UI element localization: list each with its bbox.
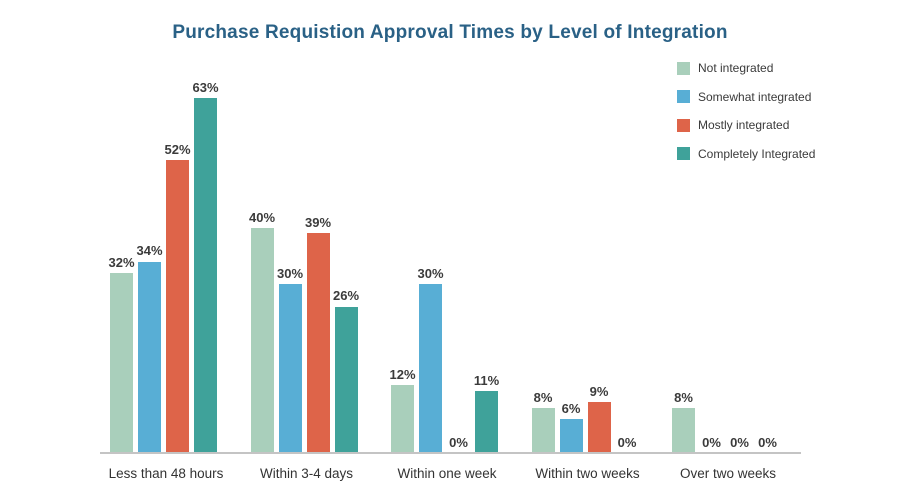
bar-group: 8% 6% 9% 0% Within two weeks [531, 384, 644, 481]
bar-value-label: 6% [561, 400, 581, 416]
category-label: Within two weeks [535, 466, 640, 481]
legend-item-mostly-integrated: Mostly integrated [677, 118, 815, 132]
bar-value-label: 9% [589, 384, 609, 400]
bar-column: 40% [248, 209, 276, 453]
bar [531, 407, 555, 453]
bar-value-label: 0% [702, 434, 721, 450]
bar-column: 52% [164, 141, 191, 453]
bar [194, 98, 217, 453]
bar [166, 160, 189, 453]
bar-column: 30% [417, 265, 444, 453]
bar [334, 306, 358, 453]
bar-column: 0% [700, 434, 723, 453]
bar-column: 11% [473, 372, 500, 453]
bar-column: 8% [531, 389, 555, 453]
bar [587, 402, 611, 453]
bar-value-label: 0% [730, 434, 749, 450]
bar-value-label: 8% [674, 389, 693, 405]
bar-column: 26% [332, 288, 360, 453]
bar-column: 63% [192, 80, 219, 453]
bar [419, 284, 442, 453]
bar-value-label: 11% [473, 372, 500, 388]
bar-group: 12% 30% 0% 11% Within one week [389, 265, 503, 481]
bar-value-label: 40% [248, 209, 276, 225]
legend-label: Not integrated [698, 61, 774, 75]
bar [391, 385, 414, 453]
legend-swatch-mostly-integrated [677, 118, 690, 132]
bar-value-label: 0% [758, 434, 777, 450]
legend-swatch-completely-integrated [677, 147, 690, 160]
legend-label: Mostly integrated [698, 118, 790, 132]
bar-column: 8% [672, 389, 695, 453]
bar-column: 39% [304, 215, 332, 453]
bar [559, 419, 583, 453]
legend-item-somewhat-integrated: Somewhat integrated [677, 90, 815, 104]
bar-value-label: 12% [389, 367, 416, 383]
bar-column: 0% [728, 434, 751, 453]
bar-column: 0% [447, 434, 470, 453]
bar [250, 227, 274, 453]
bar-value-label: 52% [164, 141, 191, 157]
legend-swatch-not-integrated [677, 61, 690, 75]
bar-value-label: 0% [449, 434, 468, 450]
bar [110, 272, 133, 453]
bar [138, 261, 161, 453]
legend: Not integrated Somewhat integrated Mostl… [677, 61, 815, 175]
bar [475, 391, 498, 453]
bar-value-label: 0% [617, 434, 637, 450]
legend-label: Completely Integrated [698, 146, 816, 161]
bar-column: 34% [136, 243, 163, 453]
bar-value-label: 32% [108, 254, 135, 270]
bar [306, 233, 330, 453]
legend-swatch-somewhat-integrated [677, 90, 690, 103]
plot-area: 32% 34% 52% 63% Less than 48 hours 40% 30% 39% 2… [100, 73, 801, 481]
bar-group: 32% 34% 52% 63% Less than 48 hours [108, 80, 223, 481]
bar-group: 8% 0% 0% 0% Over two weeks [672, 389, 784, 481]
bar-value-label: 30% [276, 265, 304, 281]
bar-value-label: 30% [417, 265, 444, 281]
bar-column: 9% [587, 384, 611, 453]
category-label: Within 3-4 days [259, 466, 354, 481]
bar-value-label: 63% [192, 80, 219, 96]
bar-column: 12% [389, 367, 416, 453]
legend-label: Somewhat integrated [698, 89, 812, 104]
bar-group: 40% 30% 39% 26% Within 3-4 days [248, 209, 363, 481]
x-axis-line [100, 452, 801, 454]
bar-column: 6% [559, 400, 583, 453]
bar-value-label: 8% [533, 389, 553, 405]
category-label: Over two weeks [679, 466, 777, 481]
bar-value-label: 39% [304, 215, 332, 231]
legend-item-completely-integrated: Completely Integrated [677, 147, 815, 161]
bar-value-label: 34% [136, 243, 163, 259]
bar-column: 30% [276, 265, 304, 453]
chart-title: Purchase Requistion Approval Times by Le… [172, 22, 728, 43]
bar-column: 32% [108, 254, 135, 453]
bar [672, 407, 695, 453]
bar-column: 0% [756, 434, 779, 453]
bar-value-label: 26% [332, 288, 360, 304]
category-label: Less than 48 hours [108, 466, 224, 481]
bar [278, 284, 302, 453]
legend-item-not-integrated: Not integrated [677, 61, 815, 75]
category-label: Within one week [397, 466, 497, 481]
bar-column: 0% [616, 434, 639, 453]
